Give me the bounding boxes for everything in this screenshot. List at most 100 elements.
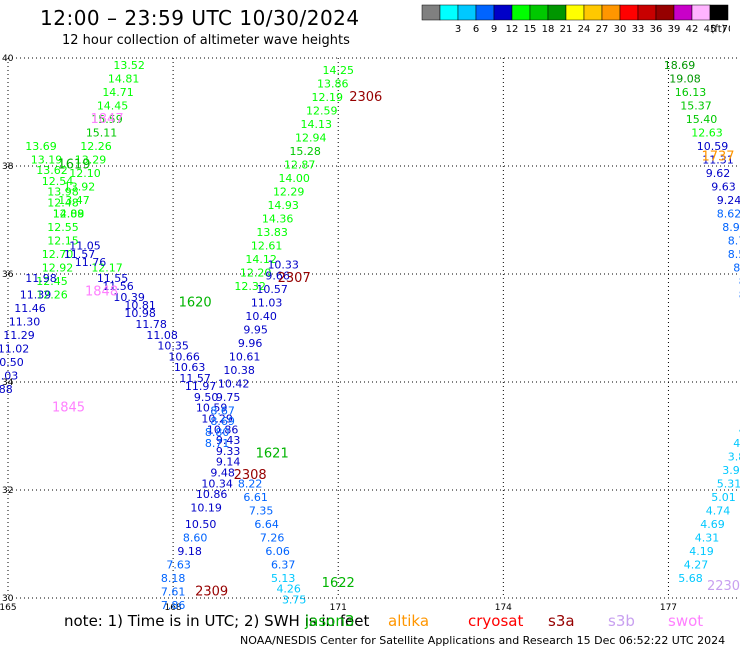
wave-height-value: 8.76 bbox=[728, 234, 740, 247]
wave-height-value: 13.62 bbox=[36, 164, 68, 177]
wave-height-value: 12.20 bbox=[240, 267, 272, 280]
color-scale-label: 30 bbox=[614, 24, 627, 34]
wave-height-points: 13.5214.8114.7114.4515.5915.1112.2613.29… bbox=[0, 59, 740, 612]
wave-height-value: 13.47 bbox=[58, 194, 90, 207]
pass-time-label: 1847 bbox=[91, 112, 124, 127]
wave-height-value: 9.63 bbox=[711, 180, 736, 193]
wave-height-value: 8.92 bbox=[722, 221, 740, 234]
wave-height-value: 11.76 bbox=[75, 256, 107, 269]
wave-height-value: 4.39 bbox=[739, 423, 740, 436]
wave-height-value: 12.54 bbox=[42, 175, 74, 188]
pass-time-label: 1620 bbox=[179, 295, 212, 310]
wave-height-value: 7.61 bbox=[161, 585, 186, 598]
wave-height-value: 14.71 bbox=[102, 86, 134, 99]
wave-height-value: 9.66 bbox=[265, 269, 290, 282]
color-scale-label: 45 bbox=[704, 24, 717, 34]
wave-height-value: 11.46 bbox=[14, 302, 46, 315]
wave-height-value: 6.64 bbox=[254, 518, 279, 531]
wave-height-value: 9.62 bbox=[706, 167, 731, 180]
wave-height-value: 10.88 bbox=[0, 383, 13, 396]
wave-height-value: 11.57 bbox=[179, 372, 211, 385]
wave-height-value: 12.94 bbox=[295, 132, 327, 145]
credit-line: NOAA/NESDIS Center for Satellite Applica… bbox=[240, 634, 726, 647]
satellite-cryosat: cryosat bbox=[468, 612, 524, 630]
pass-time-label: 2308 bbox=[234, 468, 267, 483]
wave-height-value: 10.63 bbox=[174, 361, 206, 374]
wave-height-value: 10.98 bbox=[124, 307, 156, 320]
wave-height-value: 12.92 bbox=[42, 261, 74, 274]
wave-height-value: 8.40 bbox=[733, 261, 740, 274]
wave-height-value: 11.08 bbox=[146, 329, 178, 342]
color-scale-label: 18 bbox=[542, 24, 555, 34]
wave-height-value: 5.01 bbox=[711, 491, 736, 504]
wave-height-value: 12.32 bbox=[234, 280, 266, 293]
wave-height-value: 9.50 bbox=[194, 391, 219, 404]
color-scale-legend: 36912151821242730333639424570(ft) bbox=[421, 4, 730, 34]
wave-height-value: 9.96 bbox=[238, 337, 263, 350]
color-scale-label: 70 bbox=[722, 24, 730, 34]
wave-height-value: 4.27 bbox=[684, 558, 709, 571]
color-scale-label: 36 bbox=[650, 24, 663, 34]
wave-height-value: 4.26 bbox=[276, 583, 301, 596]
wave-height-value: 15.11 bbox=[86, 126, 118, 139]
wave-height-value: 13.83 bbox=[256, 226, 288, 239]
wave-height-value: 12.29 bbox=[273, 186, 305, 199]
y-tick-label: 40 bbox=[2, 54, 14, 64]
wave-height-value: 11.05 bbox=[69, 240, 101, 253]
pass-time-label: 1619 bbox=[57, 158, 90, 173]
color-scale-label: 15 bbox=[524, 24, 537, 34]
pass-time-label: 1737 bbox=[701, 150, 734, 165]
wave-height-value: 15.37 bbox=[680, 99, 712, 112]
wave-height-value: 10.86 bbox=[196, 488, 228, 501]
wave-height-value: 10.81 bbox=[124, 299, 156, 312]
color-scale-swatch bbox=[709, 4, 729, 21]
wave-height-value: 11.39 bbox=[20, 288, 52, 301]
wave-height-value: 11.57 bbox=[64, 248, 96, 261]
wave-height-value: 11.31 bbox=[702, 153, 734, 166]
wave-height-value: 13.69 bbox=[25, 140, 57, 153]
footnote-time-utc: note: 1) Time is in UTC; 2) SWH is in fe… bbox=[64, 612, 370, 630]
wave-height-value: 12.89 bbox=[53, 207, 85, 220]
color-scale-label: 39 bbox=[668, 24, 681, 34]
wave-height-value: 4.52 bbox=[733, 437, 740, 450]
wave-height-value: 8.57 bbox=[728, 248, 740, 261]
y-tick-label: 32 bbox=[2, 486, 13, 496]
wave-height-value: 12.48 bbox=[47, 197, 79, 210]
wave-height-value: 15.28 bbox=[289, 145, 321, 158]
satellite-s3a: s3a bbox=[548, 612, 575, 630]
wave-height-value: 12.26 bbox=[80, 140, 112, 153]
wave-height-value: 14.12 bbox=[245, 253, 277, 266]
satellite-swot: swot bbox=[668, 612, 704, 630]
pass-time-label: 2306 bbox=[349, 90, 382, 105]
wave-height-value: 10.39 bbox=[113, 291, 145, 304]
wave-height-value: 12.61 bbox=[251, 240, 283, 253]
color-scale-label: 33 bbox=[632, 24, 645, 34]
color-scale-label: 27 bbox=[596, 24, 609, 34]
wave-height-value: 3.75 bbox=[282, 593, 307, 606]
x-tick-label: 174 bbox=[495, 603, 512, 613]
wave-height-value: 6.06 bbox=[265, 545, 290, 558]
wave-height-value: 10.66 bbox=[168, 350, 200, 363]
wave-height-value: 14.93 bbox=[267, 199, 299, 212]
wave-height-value: 5.13 bbox=[271, 572, 296, 585]
wave-height-value: 9.24 bbox=[717, 194, 740, 207]
wave-height-value: 12.87 bbox=[284, 159, 316, 172]
wave-height-value: 15.40 bbox=[686, 113, 718, 126]
wave-height-value: 12.19 bbox=[311, 91, 343, 104]
wave-height-value: 10.57 bbox=[256, 283, 288, 296]
y-tick-label: 30 bbox=[2, 594, 14, 604]
wave-height-value: 12.15 bbox=[47, 234, 79, 247]
color-scale-label: 3 bbox=[455, 24, 461, 34]
wave-height-value: 4.74 bbox=[706, 504, 731, 517]
wave-height-value: 6.37 bbox=[271, 558, 296, 571]
x-tick-label: 165 bbox=[0, 603, 17, 613]
satellite-s3b: s3b bbox=[608, 612, 635, 630]
pass-time-label: 2309 bbox=[195, 584, 228, 599]
wave-height-value: 14.13 bbox=[300, 118, 332, 131]
wave-height-value: 5.68 bbox=[678, 572, 703, 585]
wave-height-value: 8.69 bbox=[210, 415, 235, 428]
wave-height-value: 11.30 bbox=[9, 315, 41, 328]
wave-height-value: 13.86 bbox=[317, 78, 349, 91]
wave-height-value: 14.08 bbox=[53, 207, 85, 220]
